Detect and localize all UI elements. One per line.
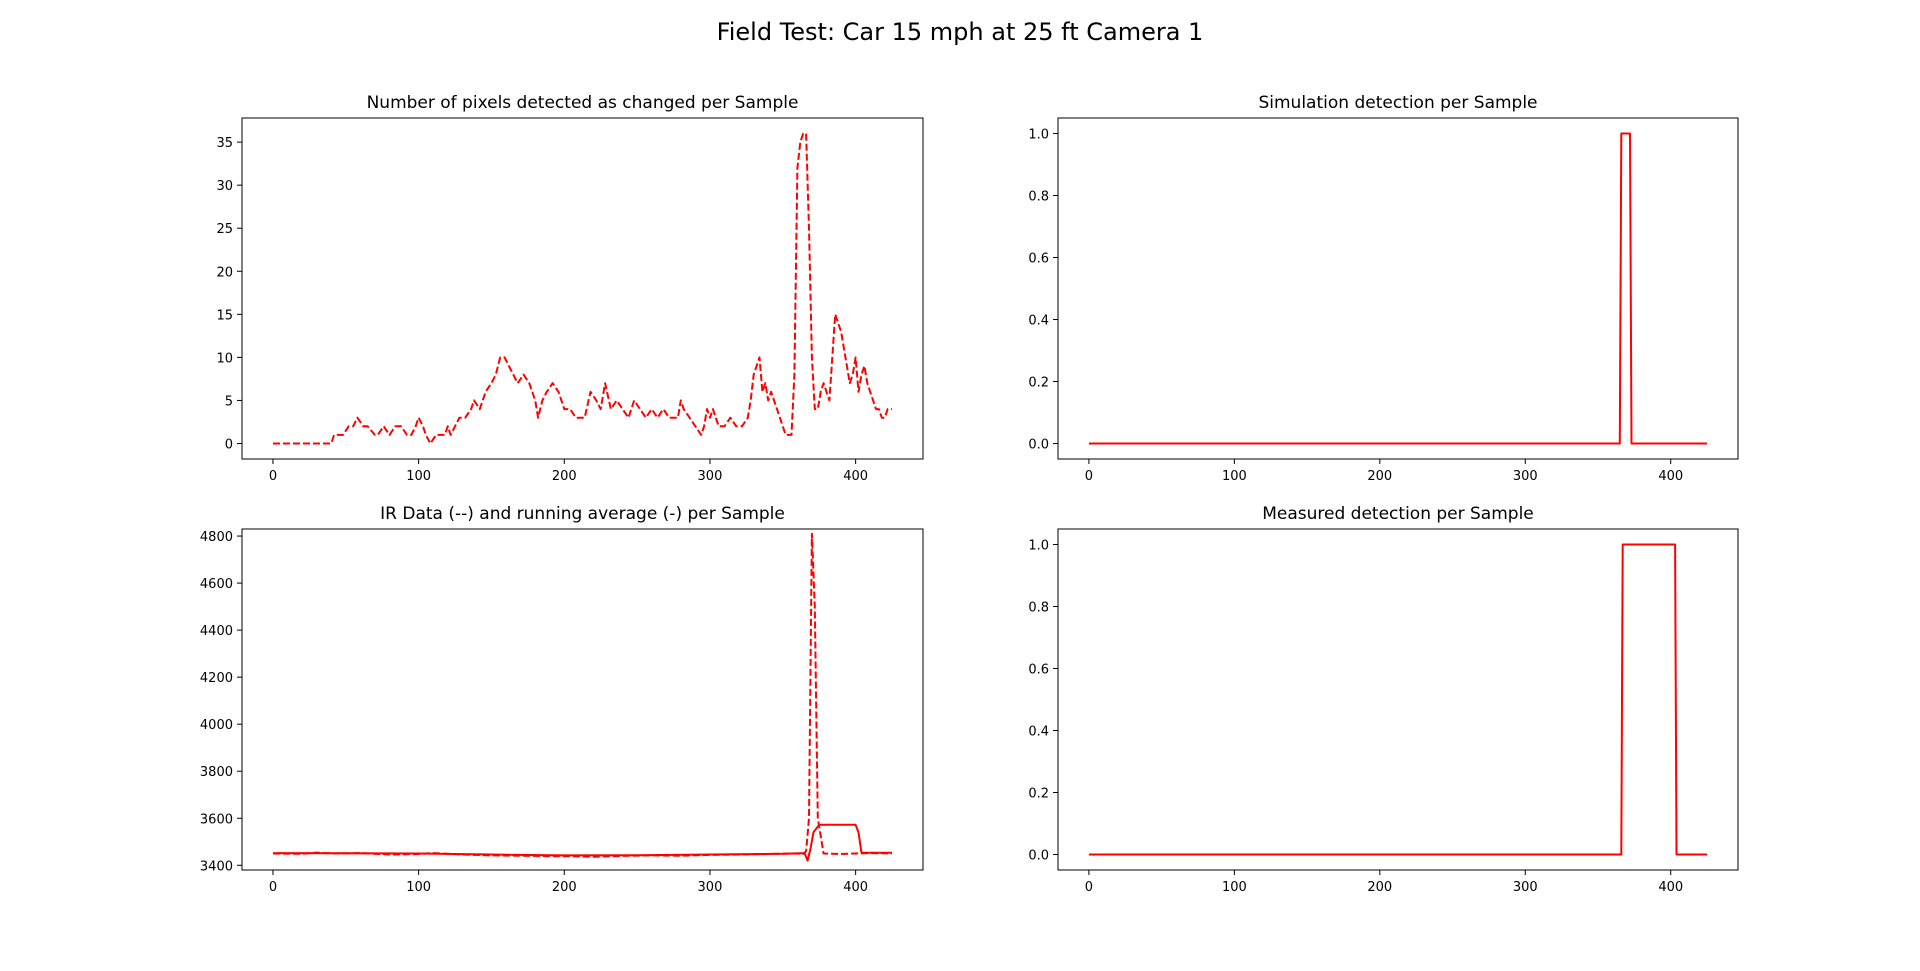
y-tick-label: 25 bbox=[216, 222, 233, 237]
x-tick-label: 200 bbox=[1367, 880, 1392, 895]
x-tick-label: 300 bbox=[1513, 469, 1538, 484]
y-tick-label: 0.8 bbox=[1028, 190, 1049, 205]
solid-series-line bbox=[1088, 132, 1708, 445]
x-tick-label: 100 bbox=[406, 469, 431, 484]
chart-title: Number of pixels detected as changed per… bbox=[367, 93, 799, 113]
chart-title: IR Data (--) and running average (-) per… bbox=[380, 504, 785, 524]
y-tick-label: 4400 bbox=[200, 624, 233, 639]
y-tick-label: 4000 bbox=[200, 718, 233, 733]
x-tick-label: 0 bbox=[269, 880, 277, 895]
chart-panel-1: Number of pixels detected as changed per… bbox=[216, 93, 924, 484]
y-tick-label: 15 bbox=[216, 308, 233, 323]
solid-series-line bbox=[272, 823, 892, 862]
x-tick-label: 300 bbox=[1513, 880, 1538, 895]
y-tick-label: 5 bbox=[225, 394, 233, 409]
y-tick-label: 1.0 bbox=[1028, 128, 1049, 143]
x-tick-label: 400 bbox=[843, 880, 868, 895]
x-tick-label: 400 bbox=[1658, 880, 1683, 895]
plot-frame bbox=[1057, 528, 1739, 871]
y-tick-label: 0.6 bbox=[1028, 252, 1049, 267]
y-tick-label: 30 bbox=[216, 179, 233, 194]
x-tick-label: 300 bbox=[698, 880, 723, 895]
chart-title: Measured detection per Sample bbox=[1262, 504, 1534, 524]
y-tick-label: 35 bbox=[216, 136, 233, 151]
x-tick-label: 300 bbox=[698, 469, 723, 484]
solid-series-line bbox=[1088, 543, 1708, 856]
plot-frame bbox=[1057, 117, 1739, 460]
x-tick-label: 200 bbox=[552, 880, 577, 895]
chart-panel-3: IR Data (--) and running average (-) per… bbox=[200, 504, 924, 895]
y-tick-label: 0.2 bbox=[1028, 376, 1049, 391]
y-tick-label: 4800 bbox=[200, 530, 233, 545]
y-tick-label: 4200 bbox=[200, 671, 233, 686]
y-tick-label: 4600 bbox=[200, 577, 233, 592]
dashed-series-line bbox=[273, 132, 892, 445]
plot-frame bbox=[241, 528, 924, 871]
x-tick-label: 0 bbox=[1085, 469, 1093, 484]
y-tick-label: 0 bbox=[225, 438, 233, 453]
y-tick-label: 0.2 bbox=[1028, 787, 1049, 802]
y-tick-label: 0.0 bbox=[1028, 438, 1049, 453]
plot-frame bbox=[241, 117, 924, 460]
chart-panel-4: Measured detection per Sample 0 100 200 300 4… bbox=[1028, 504, 1739, 895]
chart-panel-2: Simulation detection per Sample 0 100 200 30… bbox=[1028, 93, 1739, 484]
figure-title: Field Test: Car 15 mph at 25 ft Camera 1 bbox=[716, 18, 1204, 46]
y-tick-label: 0.4 bbox=[1028, 725, 1049, 740]
y-tick-label: 10 bbox=[216, 351, 233, 366]
y-tick-label: 1.0 bbox=[1028, 539, 1049, 554]
y-tick-label: 3600 bbox=[200, 812, 233, 827]
y-tick-label: 0.4 bbox=[1028, 314, 1049, 329]
y-tick-label: 0.0 bbox=[1028, 849, 1049, 864]
x-tick-label: 100 bbox=[1222, 469, 1247, 484]
x-tick-label: 0 bbox=[1085, 880, 1093, 895]
dashed-series-line bbox=[272, 532, 893, 858]
y-tick-label: 3400 bbox=[200, 859, 233, 874]
x-tick-label: 200 bbox=[552, 469, 577, 484]
chart-title: Simulation detection per Sample bbox=[1258, 93, 1537, 113]
y-tick-label: 3800 bbox=[200, 765, 233, 780]
x-tick-label: 200 bbox=[1367, 469, 1392, 484]
x-tick-label: 400 bbox=[843, 469, 868, 484]
y-tick-label: 0.6 bbox=[1028, 663, 1049, 678]
x-tick-label: 100 bbox=[406, 880, 431, 895]
x-tick-label: 400 bbox=[1658, 469, 1683, 484]
x-tick-label: 100 bbox=[1222, 880, 1247, 895]
y-tick-label: 20 bbox=[216, 265, 233, 280]
y-tick-label: 0.8 bbox=[1028, 601, 1049, 616]
x-tick-label: 0 bbox=[269, 469, 277, 484]
